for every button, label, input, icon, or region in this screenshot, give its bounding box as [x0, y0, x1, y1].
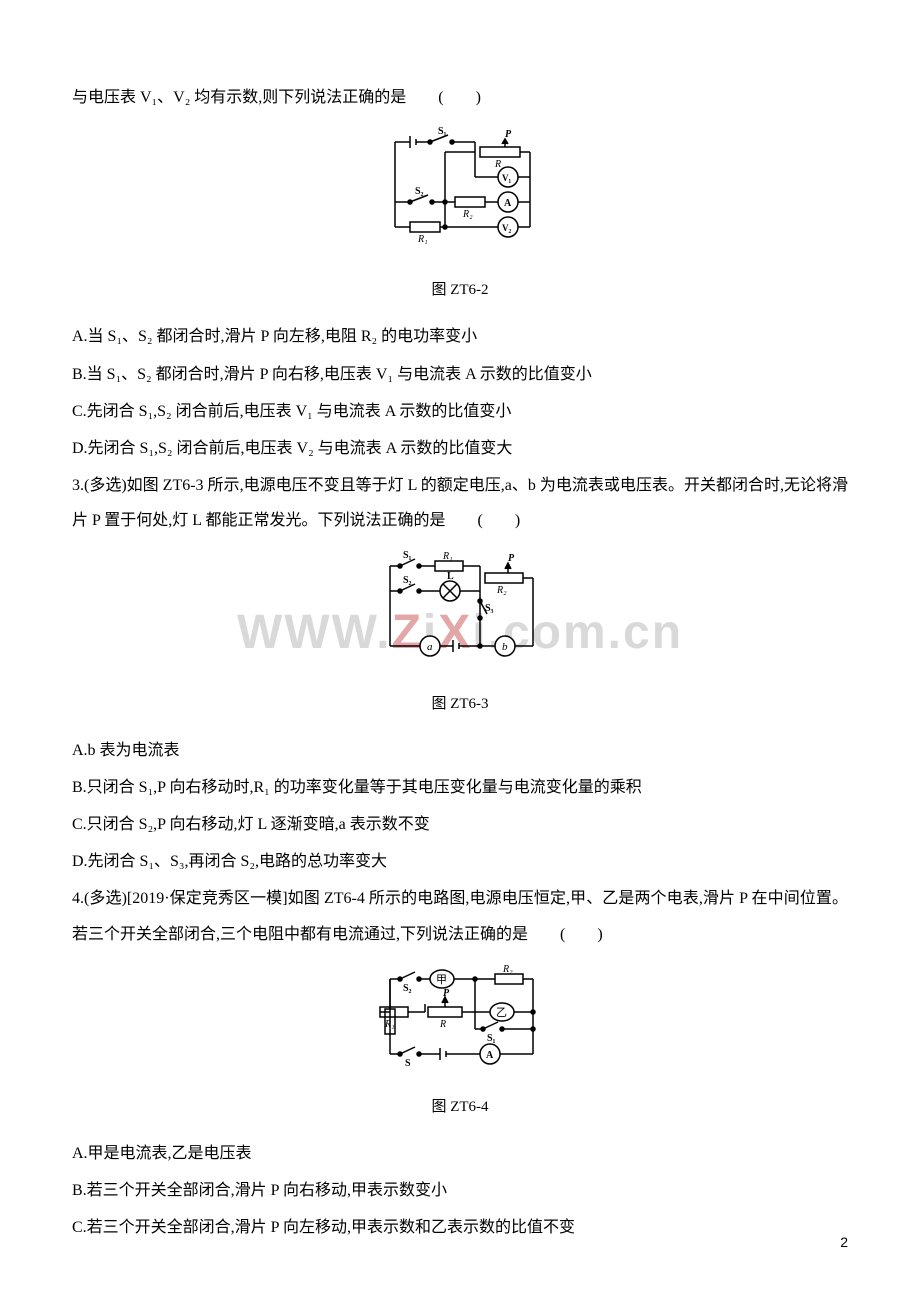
svg-text:S₁: S₁: [487, 1033, 496, 1044]
svg-text:V₁: V₁: [502, 173, 511, 183]
svg-text:R₁: R₁: [417, 234, 428, 245]
svg-text:b: b: [502, 641, 508, 653]
question-3-stem: 3.(多选)如图 ZT6-3 所示,电源电压不变且等于灯 L 的额定电压,a、b…: [72, 468, 848, 538]
svg-text:S₁: S₁: [403, 551, 412, 561]
svg-text:S₂: S₂: [415, 186, 424, 197]
svg-text:S: S: [405, 1058, 411, 1069]
option-a-2: A.b 表为电流表: [72, 733, 848, 768]
option-b-1: B.当 S₁、S₂ 都闭合时,滑片 P 向右移,电压表 V₁ 与电流表 A 示数…: [72, 357, 848, 392]
svg-text:V₂: V₂: [502, 223, 511, 233]
svg-text:R₂: R₂: [502, 964, 513, 975]
svg-text:乙: 乙: [496, 1006, 507, 1019]
svg-text:甲: 甲: [436, 974, 447, 986]
option-d-1: D.先闭合 S₁,S₂ 闭合前后,电压表 V₂ 与电流表 A 示数的比值变大: [72, 431, 848, 466]
svg-text:R₂: R₂: [462, 209, 473, 220]
svg-text:P: P: [505, 129, 512, 140]
svg-text:R: R: [494, 159, 501, 170]
figure-zt6-2: S₁ P R V₁ S₂ R₂: [72, 127, 848, 307]
figure-zt6-3: S₁ R₁ P R₂ S₂ L: [72, 551, 848, 721]
svg-text:A: A: [504, 198, 512, 209]
option-c-2: C.只闭合 S₂,P 向右移动,灯 L 逐渐变暗,a 表示数不变: [72, 807, 848, 842]
option-c-3: C.若三个开关全部闭合,滑片 P 向左移动,甲表示数和乙表示数的比值不变: [72, 1210, 848, 1245]
svg-text:L: L: [447, 571, 454, 582]
figure-zt6-4: S₂ 甲 R₂ R₁ P R: [72, 964, 848, 1124]
svg-text:S₃: S₃: [485, 603, 494, 614]
option-a-3: A.甲是电流表,乙是电压表: [72, 1136, 848, 1171]
svg-text:S₁: S₁: [438, 127, 447, 137]
svg-text:A: A: [486, 1050, 494, 1061]
question-4-stem: 4.(多选)[2019·保定竞秀区一模]如图 ZT6-4 所示的电路图,电源电压…: [72, 881, 848, 951]
option-b-2: B.只闭合 S₁,P 向右移动时,R₁ 的功率变化量等于其电压变化量与电流变化量…: [72, 770, 848, 805]
figure-label-3: 图 ZT6-4: [72, 1091, 848, 1124]
svg-text:R₁: R₁: [442, 551, 453, 562]
figure-label-1: 图 ZT6-2: [72, 274, 848, 307]
svg-text:S₂: S₂: [403, 575, 412, 586]
option-a-1: A.当 S₁、S₂ 都闭合时,滑片 P 向左移,电阻 R₂ 的电功率变小: [72, 319, 848, 354]
option-b-3: B.若三个开关全部闭合,滑片 P 向右移动,甲表示数变小: [72, 1173, 848, 1208]
option-d-2: D.先闭合 S₁、S₃,再闭合 S₂,电路的总功率变大: [72, 844, 848, 879]
svg-text:S₂: S₂: [403, 983, 412, 994]
svg-text:R: R: [439, 1019, 446, 1030]
svg-text:a: a: [427, 641, 433, 653]
figure-label-2: 图 ZT6-3: [72, 688, 848, 721]
option-c-1: C.先闭合 S₁,S₂ 闭合前后,电压表 V₁ 与电流表 A 示数的比值变小: [72, 394, 848, 429]
svg-text:R₂: R₂: [496, 585, 507, 596]
question-stem-continuation: 与电压表 V₁、V₂ 均有示数,则下列说法正确的是 ( ): [72, 80, 848, 115]
svg-text:P: P: [508, 553, 515, 564]
